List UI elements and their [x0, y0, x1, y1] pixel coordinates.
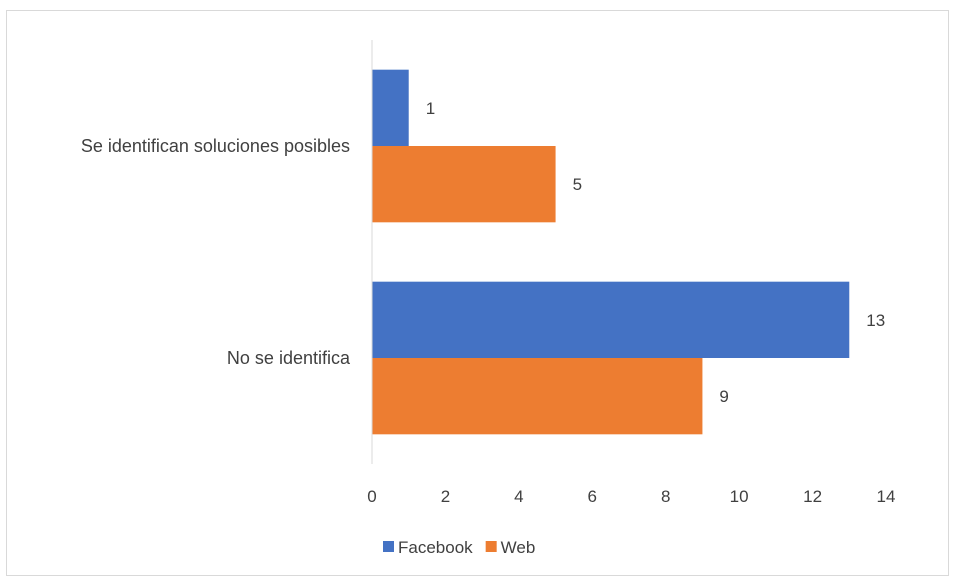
bar-web-2: [372, 358, 703, 435]
bars-group: [372, 69, 850, 435]
x-tick-label-0: 0: [367, 487, 376, 506]
category-labels-group: Se identifican soluciones posibles No se …: [81, 136, 351, 368]
legend-swatch-facebook: [383, 541, 394, 552]
data-labels-group: 1 5 13 9: [426, 99, 885, 406]
bar-facebook-2: [372, 281, 850, 358]
data-label-web-2: 9: [719, 387, 728, 406]
x-tick-label-8: 8: [661, 487, 670, 506]
data-label-facebook-2: 13: [866, 311, 885, 330]
x-tick-label-6: 6: [588, 487, 597, 506]
data-label-facebook-1: 1: [426, 99, 435, 118]
legend-swatch-web: [485, 541, 497, 552]
x-tick-labels-group: 0 2 4 6 8 10 12 14: [367, 487, 895, 506]
x-tick-label-10: 10: [730, 487, 749, 506]
bar-facebook-1: [372, 69, 409, 146]
x-tick-label-4: 4: [514, 487, 523, 506]
legend-label-web: Web: [501, 538, 536, 557]
category-label-1: Se identifican soluciones posibles: [81, 136, 350, 156]
bar-web-1: [372, 146, 556, 223]
x-tick-label-2: 2: [441, 487, 450, 506]
x-tick-label-14: 14: [877, 487, 896, 506]
data-label-web-1: 5: [573, 175, 582, 194]
category-label-2: No se identifica: [227, 348, 351, 368]
legend: Facebook Web: [383, 538, 535, 557]
legend-label-facebook: Facebook: [398, 538, 473, 557]
x-tick-label-12: 12: [803, 487, 822, 506]
